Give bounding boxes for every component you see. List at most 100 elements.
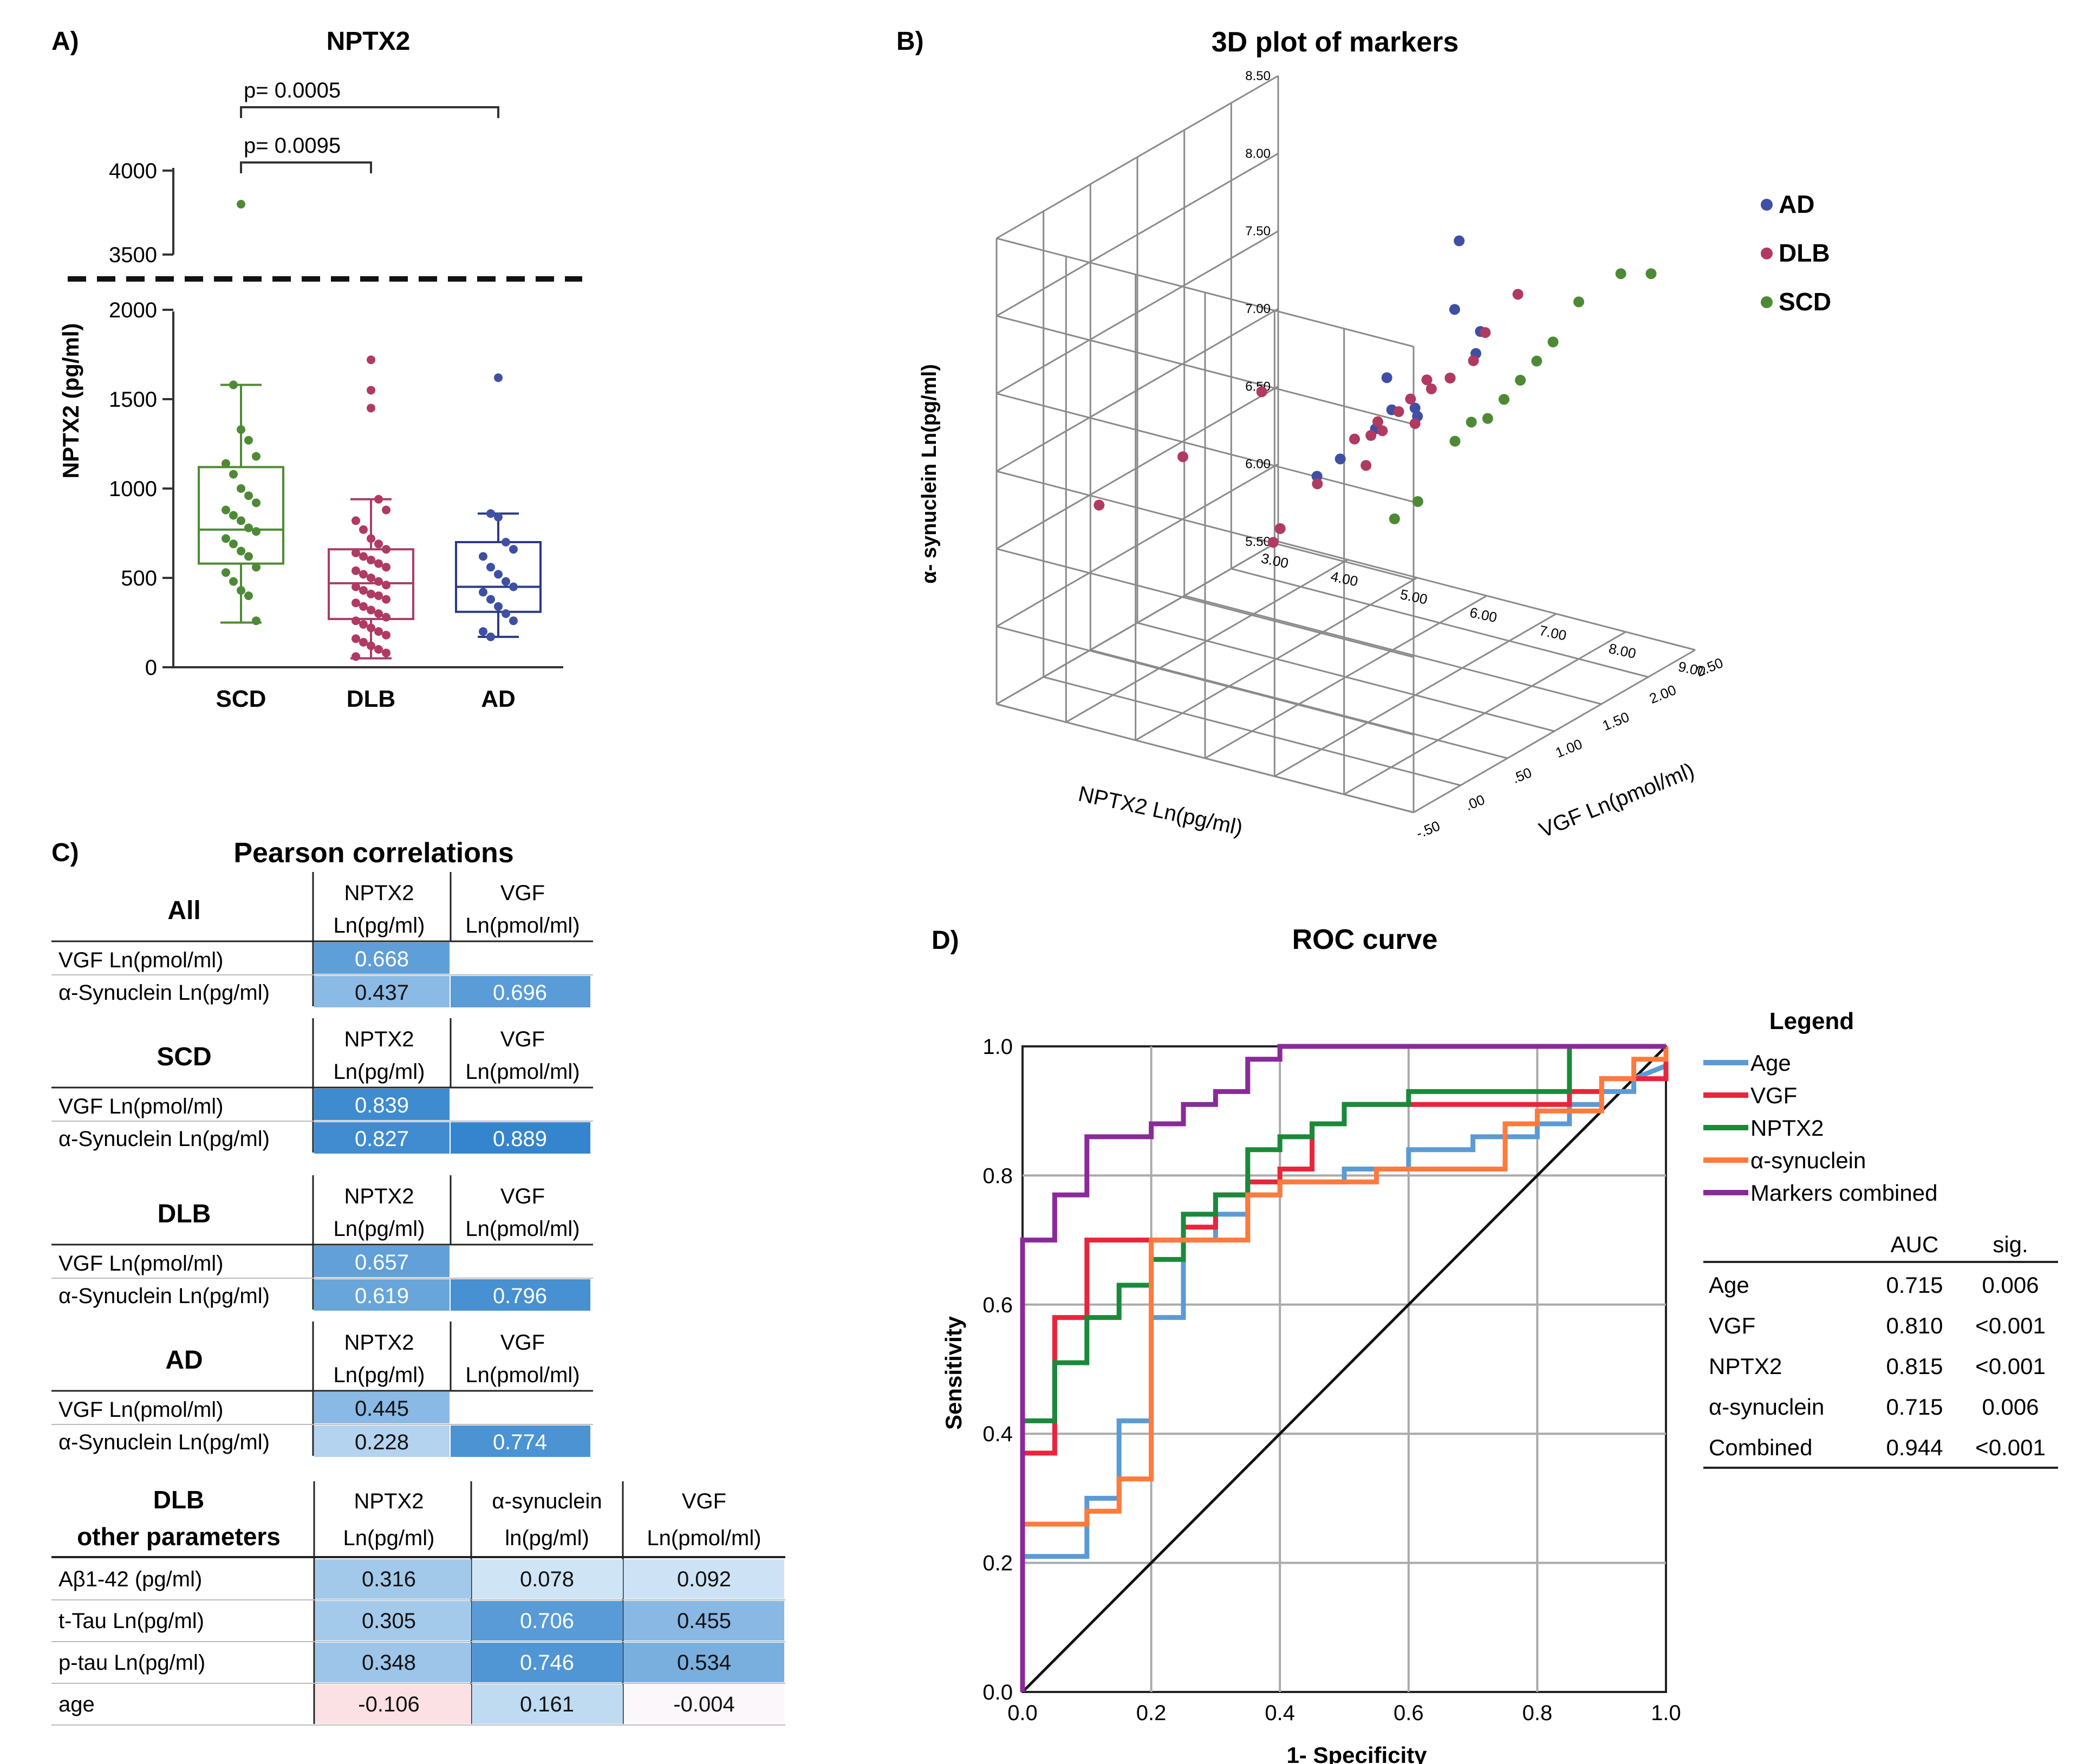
data-point <box>244 591 253 600</box>
other-row-label: p-tau Ln(pg/ml) <box>58 1651 205 1675</box>
data-point <box>351 616 360 626</box>
data-point <box>367 556 375 564</box>
data-point <box>351 582 360 591</box>
data-point <box>252 616 261 626</box>
data-point-ad <box>1454 235 1465 246</box>
row-label-asyn: α-Synuclein Ln(pg/ml) <box>58 1430 270 1454</box>
col-header-nptx2: NPTX2 <box>344 1184 414 1208</box>
legend-label: VGF <box>1750 1083 1797 1108</box>
grid-floor-y <box>1278 541 1696 651</box>
data-point-scd <box>1573 296 1584 308</box>
legend-label: NPTX2 <box>1750 1115 1824 1141</box>
data-point <box>237 484 245 493</box>
col-header-vgf-unit: Ln(pmol/ml) <box>465 914 580 938</box>
other-corr-cell <box>472 1643 623 1682</box>
data-point <box>359 602 368 611</box>
panel-b-label: B) <box>896 27 924 56</box>
data-point <box>229 577 238 586</box>
data-point <box>486 632 495 641</box>
y-tick-label: 4000 <box>109 159 157 183</box>
data-point <box>229 380 238 389</box>
auc-row-sig: 0.006 <box>1982 1272 2039 1298</box>
y-tick-label: 2.50 <box>1694 654 1726 680</box>
panel-b-plot: 5.506.006.507.007.508.008.503.004.005.00… <box>995 69 1726 842</box>
panel-a-plot: 0 500 1000 1500 2000 3500 4000 SCD DLB AD p= 0.009… <box>68 79 582 712</box>
other-corr-value: 0.746 <box>520 1651 574 1675</box>
corr-value: 0.437 <box>355 981 409 1005</box>
data-point <box>252 452 261 461</box>
legend-dlb-label: DLB <box>1779 239 1830 267</box>
row-label-asyn: α-Synuclein Ln(pg/ml) <box>58 1284 270 1308</box>
data-point <box>351 566 360 575</box>
other-corr-cell <box>624 1684 784 1724</box>
y-tick-label: 0.0 <box>982 1681 1013 1704</box>
data-point <box>244 523 253 532</box>
data-point-dlb <box>1177 451 1188 463</box>
y-tick-label: 0.6 <box>982 1293 1013 1317</box>
col-header-vgf: VGF <box>500 1331 545 1355</box>
other-corr-value: 0.706 <box>520 1609 574 1633</box>
data-point <box>237 425 245 434</box>
corr-cell <box>314 1246 450 1277</box>
data-point-scd <box>1389 513 1400 524</box>
x-tick-label: 3.00 <box>1260 550 1290 571</box>
data-point-dlb <box>1361 460 1372 471</box>
data-point <box>502 577 510 586</box>
z-tick-label: 8.50 <box>1245 69 1271 83</box>
data-point-dlb <box>1393 406 1404 417</box>
x-tick-label: 0.2 <box>1136 1701 1167 1725</box>
data-point <box>359 570 368 579</box>
x-tick-label: 0.6 <box>1394 1701 1424 1725</box>
data-point <box>374 494 383 504</box>
other-col-header: VGF <box>682 1489 726 1513</box>
corr-value: 0.619 <box>355 1284 409 1308</box>
data-point <box>359 637 368 647</box>
x-tick-label: AD <box>481 686 516 712</box>
panel-b-ylabel: VGF Ln(pmol/ml) <box>1536 759 1698 843</box>
data-point <box>374 591 383 600</box>
data-point-ad <box>1449 304 1460 315</box>
data-point-dlb <box>1365 430 1377 441</box>
data-point-dlb <box>1256 386 1267 398</box>
data-point <box>237 200 245 209</box>
data-point <box>382 563 390 572</box>
other-col-header: NPTX2 <box>354 1489 424 1513</box>
row-label-vgf: VGF Ln(pmol/ml) <box>58 1252 224 1275</box>
x-tick-label: 5.00 <box>1399 586 1429 608</box>
group-title: AD <box>165 1346 203 1375</box>
col-header-vgf-unit: Ln(pmol/ml) <box>465 1217 580 1241</box>
corr-cell <box>451 1122 590 1154</box>
data-point-dlb <box>1425 383 1437 394</box>
col-header-nptx2-unit: Ln(pg/ml) <box>334 1363 425 1387</box>
other-corr-value: 0.161 <box>520 1693 574 1716</box>
y-tick-label: 0 <box>145 656 157 680</box>
auc-row-sig: <0.001 <box>1975 1435 2046 1460</box>
other-corr-value: 0.348 <box>362 1651 416 1675</box>
panel-a-ylabel: NPTX2 (pg/ml) <box>58 323 83 478</box>
col-header-vgf: VGF <box>500 881 545 905</box>
data-point <box>509 616 518 626</box>
other-corr-cell <box>315 1601 471 1641</box>
data-point-ad <box>1381 372 1392 383</box>
data-point-dlb <box>1093 499 1105 511</box>
data-point <box>359 586 368 595</box>
auc-row-name: Age <box>1709 1272 1749 1298</box>
data-point-scd <box>1531 355 1542 367</box>
auc-row-sig: 0.006 <box>1982 1394 2039 1420</box>
data-point-dlb <box>1409 418 1421 429</box>
data-point <box>237 586 245 595</box>
data-point <box>382 613 390 622</box>
row-label-vgf: VGF Ln(pmol/ml) <box>58 1398 224 1422</box>
other-corr-cell <box>315 1643 471 1682</box>
panel-d-ylabel: Sensitivity <box>941 1316 966 1430</box>
data-point <box>229 511 238 520</box>
data-point <box>237 546 245 556</box>
grid-floor-y <box>996 703 1414 813</box>
x-tick-label: 0.8 <box>1522 1701 1553 1725</box>
other-corr-cell <box>315 1559 471 1599</box>
col-header-nptx2: NPTX2 <box>344 1331 414 1355</box>
y-tick-label: 1500 <box>109 388 157 412</box>
other-row-label: t-Tau Ln(pg/ml) <box>58 1609 204 1633</box>
data-point <box>374 539 383 549</box>
other-title-line1: DLB <box>153 1486 205 1514</box>
